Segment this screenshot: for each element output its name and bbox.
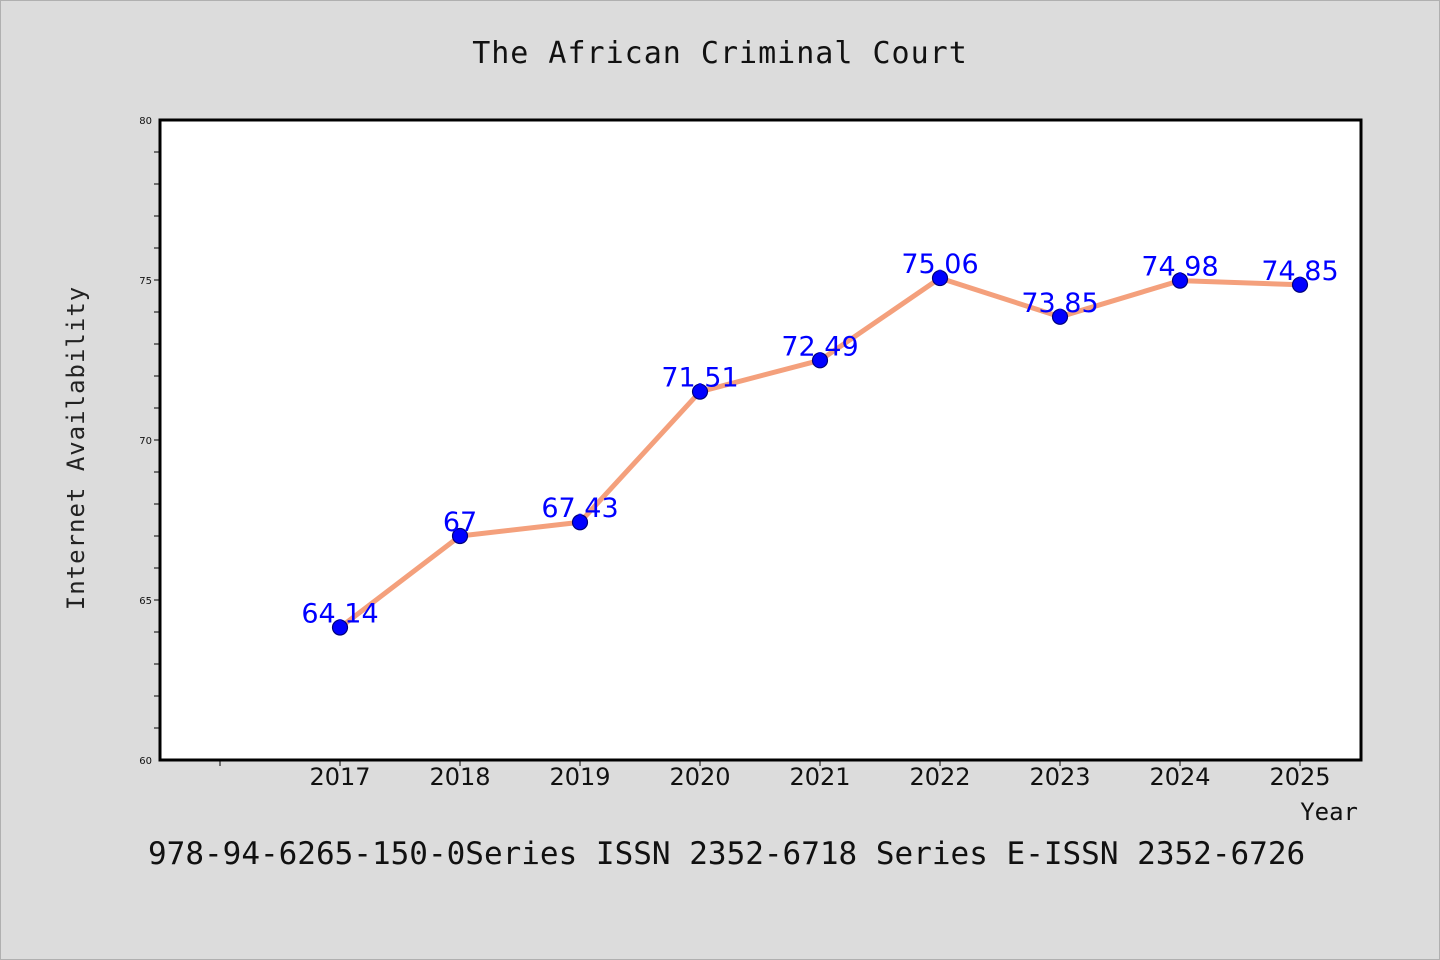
x-tick-label: 2025 — [1269, 763, 1330, 791]
data-point — [571, 514, 589, 531]
data-label: 73.85 — [1021, 288, 1098, 319]
data-label: 74.85 — [1261, 256, 1338, 287]
data-label: 75.06 — [901, 249, 978, 280]
data-series: 64.14 67 67.43 71.51 72.49 75.06 73.85 74.98 74.… — [301, 249, 1339, 636]
x-tick-label: 2024 — [1149, 763, 1210, 791]
data-label: 64.14 — [301, 599, 378, 630]
data-label: 71.51 — [661, 363, 738, 394]
x-tick-label: 2021 — [789, 763, 850, 791]
y-tick-label: 60 — [139, 756, 152, 767]
data-point — [451, 527, 469, 545]
data-point — [331, 619, 349, 636]
data-point — [811, 352, 829, 369]
data-point — [1171, 272, 1189, 289]
x-tick-label: 2023 — [1029, 763, 1090, 791]
chart-title: The African Criminal Court — [472, 36, 968, 71]
x-axis-label: Year — [1300, 798, 1358, 826]
data-label: 72.49 — [781, 331, 858, 362]
x-tick-label: 2019 — [549, 763, 610, 791]
data-point — [931, 269, 949, 287]
data-point — [1051, 308, 1069, 325]
data-point — [691, 383, 709, 400]
y-axis-label: Internet Availability — [62, 286, 90, 610]
y-tick-label: 70 — [139, 436, 152, 447]
data-label: 67.43 — [541, 493, 618, 524]
data-point — [1291, 276, 1309, 293]
data-label: 67 — [443, 507, 477, 538]
x-tick-label: 2017 — [309, 763, 370, 791]
x-tick-label: 2018 — [429, 763, 490, 791]
isbn-footer: 978-94-6265-150-0Series ISSN 2352-6718 S… — [148, 836, 1305, 872]
y-tick-label: 80 — [139, 116, 152, 127]
axis-ticks: 60 65 70 75 80 2017 2018 2019 2020 2021 2022 2023 20… — [139, 116, 1330, 791]
x-tick-label: 2022 — [909, 763, 970, 791]
data-label: 74.98 — [1141, 252, 1218, 283]
x-tick-label: 2020 — [669, 763, 730, 791]
plot-area — [158, 118, 1363, 762]
y-tick-label: 75 — [139, 276, 152, 287]
y-tick-label: 65 — [139, 596, 152, 607]
